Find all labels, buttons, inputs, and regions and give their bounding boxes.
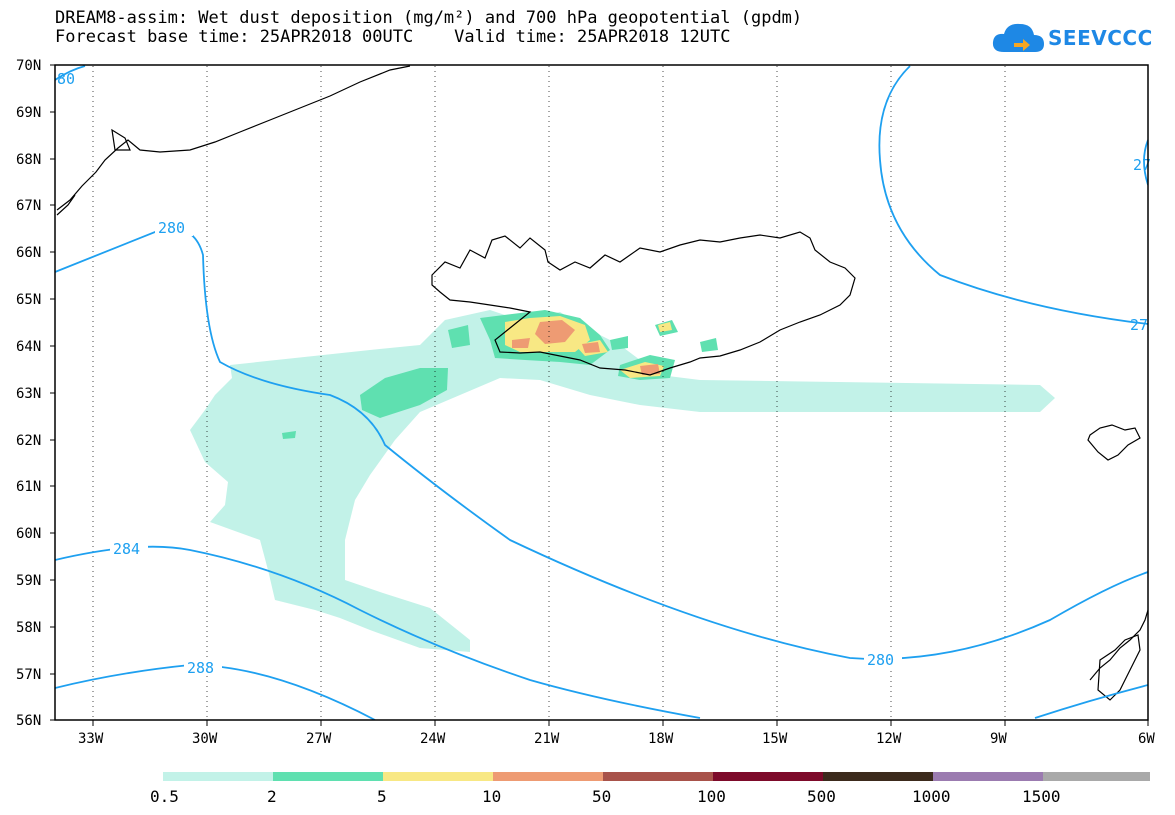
legend-label: 10	[482, 787, 501, 806]
gridlines	[92, 66, 1006, 720]
lat-label: 59N	[16, 573, 41, 589]
lat-label: 63N	[16, 386, 41, 402]
contour-label: 280	[158, 219, 185, 237]
contour-label: 280	[867, 651, 894, 669]
lon-label: 21W	[534, 731, 560, 747]
lat-label: 60N	[16, 526, 41, 542]
longitude-axis: 33W 30W 27W 24W 21W 18W 15W 12W 9W 6W	[78, 720, 1155, 747]
lat-label: 68N	[16, 152, 41, 168]
latitude-axis: 70N 69N 68N 67N 66N 65N 64N 63N 62N 61N …	[16, 58, 55, 729]
legend-swatch	[823, 772, 933, 781]
lat-label: 64N	[16, 339, 41, 355]
forecast-times: Forecast base time: 25APR2018 00UTC Vali…	[55, 27, 731, 47]
iceland-coast	[431, 231, 856, 376]
legend-swatch	[493, 772, 603, 781]
lat-label: 66N	[16, 245, 41, 261]
logo-text: SEEVCCC	[1048, 26, 1153, 50]
lat-label: 58N	[16, 620, 41, 636]
legend-swatch	[933, 772, 1043, 781]
geopotential-contours	[55, 65, 1148, 720]
contour-label: 80	[57, 70, 75, 88]
legend-swatch	[163, 772, 273, 781]
contour-label: 284	[113, 540, 140, 558]
lon-label: 6W	[1138, 731, 1155, 747]
contour-label: 288	[187, 659, 214, 677]
lon-label: 15W	[762, 731, 788, 747]
legend-label: 50	[592, 787, 611, 806]
lat-label: 69N	[16, 105, 41, 121]
lat-label: 61N	[16, 479, 41, 495]
greenland-coast	[56, 65, 411, 211]
lon-label: 30W	[192, 731, 218, 747]
coastlines	[56, 65, 1148, 701]
legend-swatch	[1043, 772, 1150, 781]
dust-deposition-field	[190, 310, 1055, 652]
faroe-coast	[1087, 424, 1141, 461]
lon-label: 27W	[306, 731, 332, 747]
legend-swatch	[713, 772, 823, 781]
contour-label: 27	[1133, 156, 1151, 174]
lat-label: 62N	[16, 433, 41, 449]
legend-label: 0.5	[150, 787, 179, 806]
legend-label: 5	[377, 787, 387, 806]
legend-swatch	[603, 772, 713, 781]
scotland-coast	[1089, 609, 1148, 681]
legend-label: 1500	[1022, 787, 1061, 806]
contour-label: 27	[1130, 316, 1148, 334]
contour-labels: 280 280 284 288 27 27 80	[57, 70, 1151, 677]
lon-label: 24W	[420, 731, 446, 747]
lat-label: 56N	[16, 713, 41, 729]
legend-swatch	[273, 772, 383, 781]
lon-label: 12W	[876, 731, 902, 747]
map-title: DREAM8-assim: Wet dust deposition (mg/m²…	[55, 8, 803, 28]
legend-swatch	[383, 772, 493, 781]
lon-label: 33W	[78, 731, 104, 747]
cloud-icon	[992, 23, 1044, 52]
legend-label: 100	[697, 787, 726, 806]
legend-label: 1000	[912, 787, 951, 806]
legend-label: 2	[267, 787, 277, 806]
lat-label: 65N	[16, 292, 41, 308]
legend: 0.5 2 5 10 50 100 500 1000 1500	[150, 772, 1150, 806]
lat-label: 70N	[16, 58, 41, 74]
legend-label: 500	[807, 787, 836, 806]
lon-label: 18W	[648, 731, 674, 747]
lat-label: 57N	[16, 667, 41, 683]
lat-label: 67N	[16, 198, 41, 214]
lon-label: 9W	[990, 731, 1007, 747]
